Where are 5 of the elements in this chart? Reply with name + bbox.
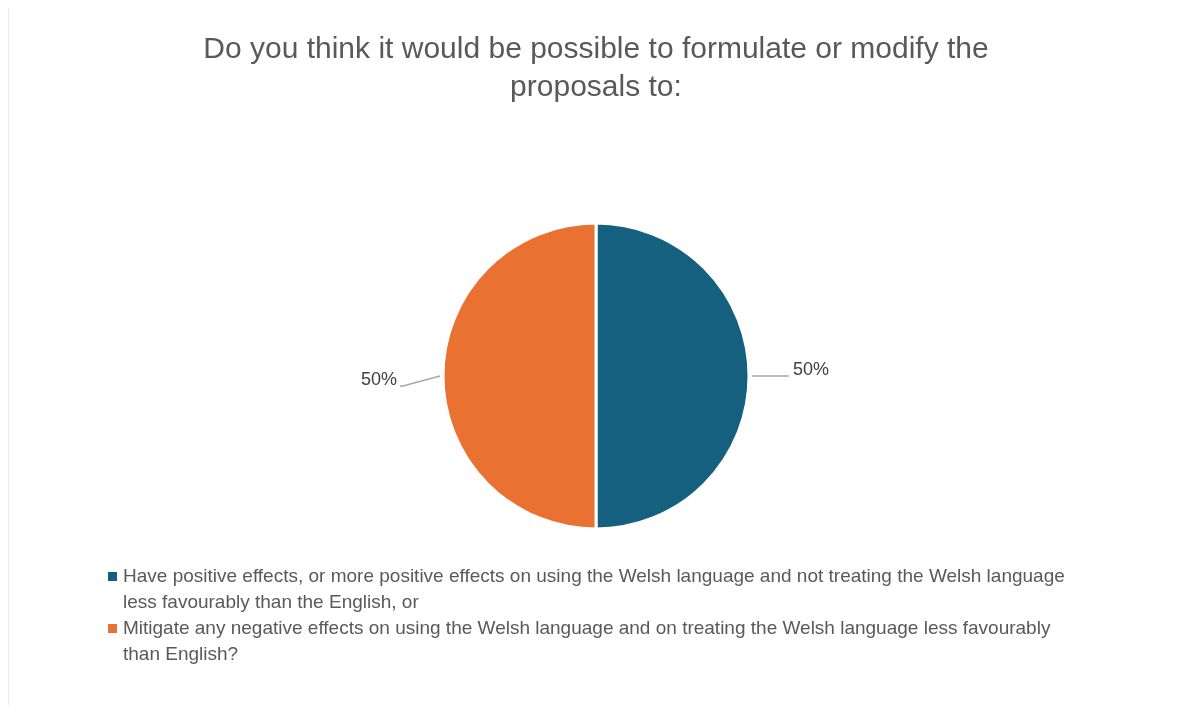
chart-title: Do you think it would be possible to formulate or modify the proposals to: bbox=[203, 31, 989, 102]
legend-label: Have positive effects, or more positive effects on using the Welsh language and not treating the Welsh language less favourably than the English, or bbox=[123, 565, 1065, 612]
data-label: 50% bbox=[793, 359, 830, 379]
data-label: 50% bbox=[360, 369, 397, 389]
legend-label: Mitigate any negative effects on using the Welsh language and on treating the Welsh language less favourably than English? bbox=[123, 617, 1051, 664]
